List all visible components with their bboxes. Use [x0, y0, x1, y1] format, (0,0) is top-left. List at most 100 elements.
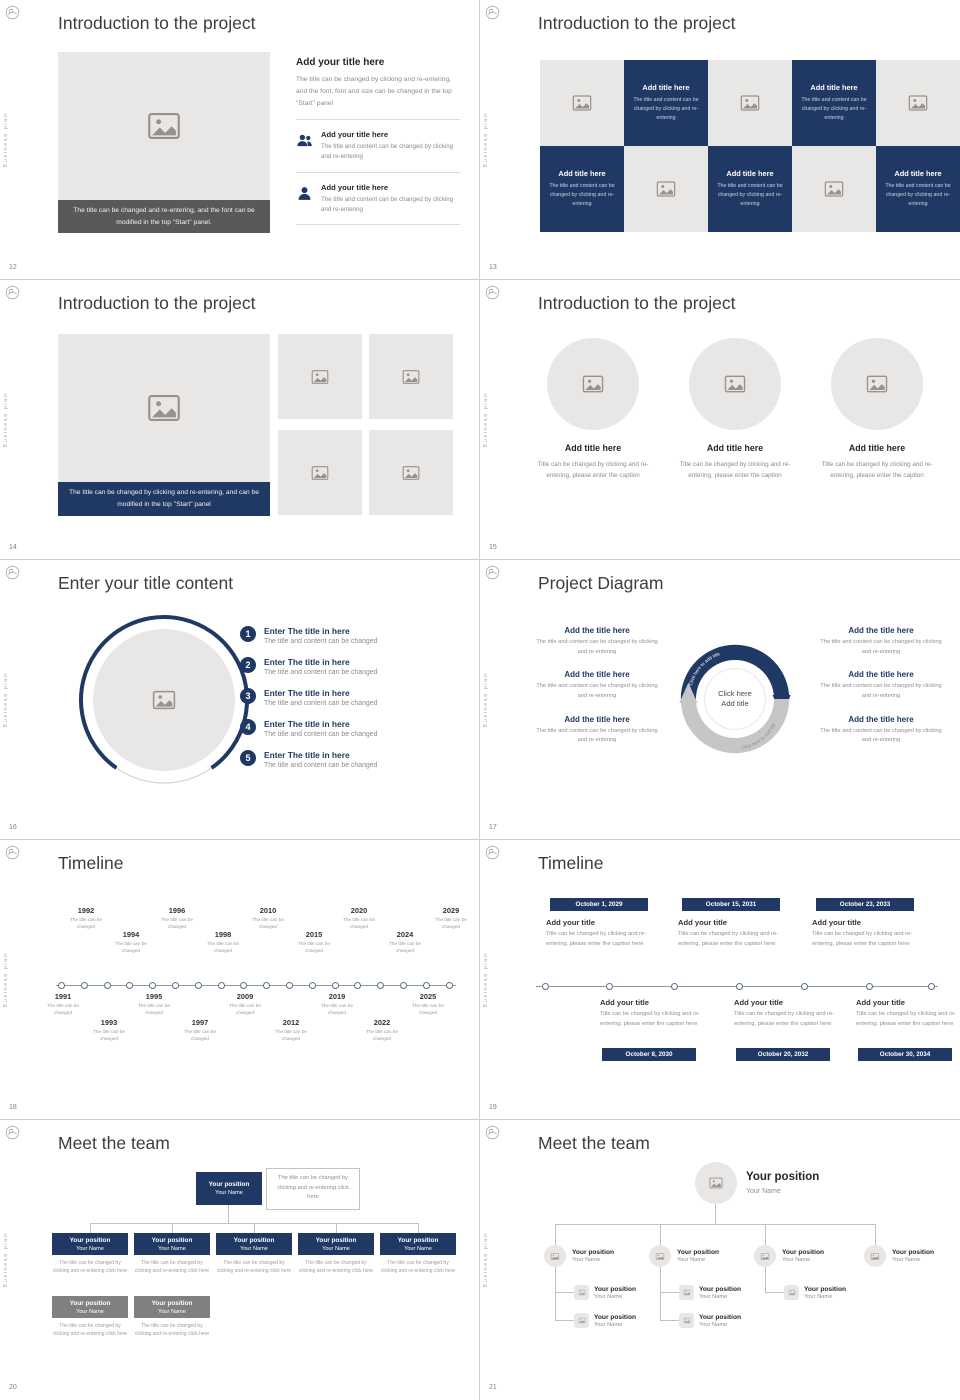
connector-line [555, 1320, 574, 1321]
list-item: 2 Enter The title in here The title and co… [240, 657, 458, 676]
slide-16[interactable]: Business plan Enter your title content 1… [0, 559, 481, 841]
item-body: The title and content can be changed [264, 669, 378, 676]
cell-title: Add title here [726, 169, 774, 178]
image-icon [578, 1317, 586, 1324]
text-cell: Add title here The title and content can … [540, 146, 624, 232]
connector-line [555, 1224, 875, 1225]
timeline-event: 2024 The title can be changed [386, 930, 424, 954]
sidebar-vertical-text: Business plan [3, 392, 9, 448]
slide-18[interactable]: Business plan Timeline 1991 The title can… [0, 839, 481, 1121]
event-caption: The title can be changed [137, 1003, 171, 1016]
slide-15[interactable]: Business plan Introduction to the projec… [479, 279, 960, 561]
timeline-entry: Add your title Title can be changed by cl… [856, 998, 960, 1029]
item-title: Enter The title in here [264, 626, 350, 636]
column-heading: Add your title here [296, 57, 385, 68]
event-caption: The title can be changed [320, 1003, 354, 1016]
org-box-note: The title can be changed by clicking and… [216, 1260, 292, 1274]
connector-line [660, 1320, 679, 1321]
text-cell: Add title here The title and content can … [876, 146, 960, 232]
item-body: The title and content can be changed by … [536, 639, 658, 655]
timeline-node [671, 983, 678, 990]
timeline-event: 2009 The title can be changed [226, 992, 264, 1016]
item-body: The title and content can be changed by … [820, 727, 942, 744]
image-icon [570, 93, 594, 113]
slide-13[interactable]: Business plan Introduction to the projec… [479, 0, 960, 281]
item-title: Enter The title in here [264, 688, 350, 698]
slide-17[interactable]: Business plan Project Diagram Add the ti… [479, 559, 960, 841]
slide-21[interactable]: Business plan Meet the team Your positio… [479, 1119, 960, 1400]
item-body: The title and content can be changed by … [536, 727, 658, 744]
item-number-badge: 1 [240, 626, 256, 642]
item-body: The title and content can be changed by … [321, 195, 454, 213]
item-number-badge: 5 [240, 750, 256, 766]
cell-body: The title and content can be changed by … [633, 97, 699, 121]
event-year: 1997 [191, 1018, 209, 1027]
avatar-placeholder [649, 1245, 671, 1267]
timeline-event: 2019 The title can be changed [318, 992, 356, 1016]
team-sub-node: Your position Your Name [679, 1285, 741, 1300]
image-icon [788, 1289, 796, 1296]
brand-logo-icon [5, 845, 20, 860]
event-caption: The title can be changed [114, 941, 148, 954]
timeline-entry: Add your title Title can be changed by cl… [678, 918, 784, 949]
timeline-node [400, 982, 407, 989]
page-number: 17 [489, 824, 497, 831]
image-placeholder [624, 146, 708, 232]
circle-column: Add title here Title can be changed by c… [532, 338, 654, 482]
image-icon [309, 464, 331, 482]
timeline-event: 1992 The title can be changed [67, 906, 105, 930]
connector-line [228, 1205, 229, 1223]
name-label: Your Name [699, 1293, 728, 1300]
image-icon [683, 1289, 691, 1296]
slide-12[interactable]: Business plan Introduction to the projec… [0, 0, 481, 281]
slide-title: Timeline [58, 853, 124, 873]
team-branch-node: Your position Your Name [864, 1245, 934, 1267]
diagram-item: Add the title here The title and content … [820, 626, 942, 657]
connector-line [336, 1223, 337, 1233]
image-placeholder [278, 334, 362, 419]
item-body: The title and content can be changed [264, 700, 378, 707]
event-year: 1994 [122, 930, 140, 939]
avatar-placeholder [864, 1245, 886, 1267]
slide-title: Introduction to the project [58, 13, 256, 33]
timeline-event: 2022 The title can be changed [363, 1018, 401, 1042]
name-label: Your Name [572, 1257, 601, 1263]
timeline-node [172, 982, 179, 989]
entry-title: Add your title [734, 998, 783, 1007]
org-box: Your position Your Name [298, 1233, 374, 1255]
image-icon [683, 1317, 691, 1324]
circle-column: Add title here Title can be changed by c… [674, 338, 796, 482]
event-caption: The title can be changed [297, 941, 331, 954]
date-badge: October 23, 2033 [816, 898, 914, 911]
name-label: Your Name [322, 1245, 350, 1252]
position-label: Your position [677, 1249, 719, 1256]
image-icon [309, 368, 331, 386]
connector-line [715, 1204, 716, 1224]
timeline-event: 2029 The title can be changed [432, 906, 470, 930]
event-year: 2020 [350, 906, 368, 915]
item-body: The title and content can be changed by … [820, 683, 942, 700]
org-box-gray: Your position Your Name [134, 1296, 210, 1318]
timeline-node [866, 983, 873, 990]
slide-14[interactable]: Business plan Introduction to the projec… [0, 279, 481, 561]
position-label: Your position [594, 1285, 636, 1293]
avatar-placeholder [544, 1245, 566, 1267]
entry-body: Title can be changed by clicking and re-… [856, 1011, 957, 1027]
name-label: Your Name [892, 1257, 921, 1263]
org-box: Your position Your Name [216, 1233, 292, 1255]
text-cell: Add title here The title and content can … [624, 60, 708, 146]
slide-20[interactable]: Business plan Meet the team Your positio… [0, 1119, 481, 1400]
name-label: Your Name [215, 1190, 243, 1196]
connector-line [90, 1223, 91, 1233]
column-title: Add title here [706, 443, 764, 453]
position-label: Your position [892, 1249, 934, 1256]
name-label: Your Name [158, 1245, 186, 1252]
entry-body: Title can be changed by clicking and re-… [546, 931, 647, 947]
column-title: Add title here [564, 443, 622, 453]
entry-body: Title can be changed by clicking and re-… [812, 931, 913, 947]
name-label: Your Name [699, 1321, 728, 1328]
image-placeholder [792, 146, 876, 232]
cell-title: Add title here [558, 169, 606, 178]
slide-19[interactable]: Business plan Timeline October 1, 2029 O… [479, 839, 960, 1121]
